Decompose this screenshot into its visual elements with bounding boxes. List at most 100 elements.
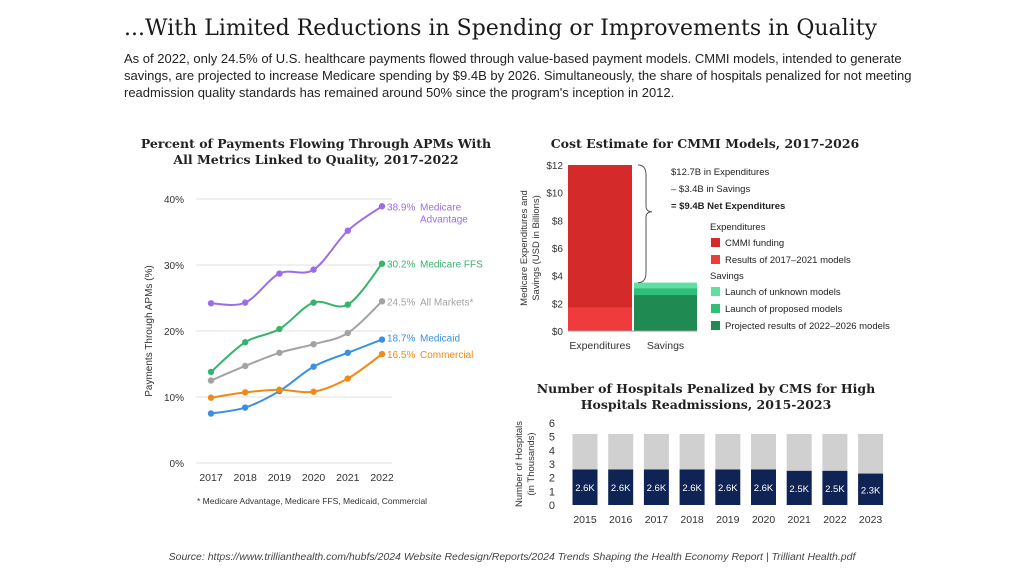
cmmi-y-tick-label: $2 bbox=[552, 299, 564, 310]
apm-x-tick-label: 2018 bbox=[234, 472, 258, 484]
cmmi-y-tick-label: $4 bbox=[552, 272, 564, 283]
readmissions-chart-title: Number of Hospitals Penalized by CMS for… bbox=[536, 381, 876, 412]
readm-bar-penalized bbox=[608, 469, 634, 505]
readm-x-tick-label: 2023 bbox=[859, 514, 883, 526]
apm-data-point bbox=[378, 336, 386, 343]
readm-bar-value-label: 2.6K bbox=[575, 483, 595, 494]
cmmi-bar-segment bbox=[568, 307, 632, 331]
readm-bar-remaining bbox=[608, 433, 634, 470]
apm-x-tick-label: 2020 bbox=[302, 472, 326, 484]
readm-y-tick-label: 3 bbox=[549, 459, 555, 471]
cmmi-y-tick-label: $0 bbox=[552, 327, 564, 338]
cmmi-annotation: – $3.4B in Savings bbox=[671, 184, 750, 195]
page-subtitle: As of 2022, only 24.5% of U.S. healthcar… bbox=[124, 51, 912, 100]
readm-x-tick-label: 2021 bbox=[788, 514, 812, 526]
apm-chart-title: Percent of Payments Flowing Through APMs… bbox=[140, 136, 492, 167]
apm-data-point bbox=[207, 300, 215, 307]
readm-x-tick-label: 2020 bbox=[752, 514, 776, 526]
readm-y-axis-label: (in Thousands) bbox=[526, 432, 537, 495]
apm-data-point bbox=[242, 339, 249, 346]
cmmi-y-tick-label: $6 bbox=[552, 244, 564, 255]
readm-bar-remaining bbox=[751, 433, 776, 470]
apm-data-point bbox=[310, 341, 317, 348]
readm-x-tick-label: 2022 bbox=[823, 514, 847, 526]
apm-data-point bbox=[207, 410, 215, 417]
page-title: ...With Limited Reductions in Spending o… bbox=[124, 16, 877, 41]
cmmi-y-tick-label: $8 bbox=[552, 216, 564, 227]
cmmi-brace bbox=[637, 164, 653, 284]
cmmi-y-axis-label: Savings (USD in Billions) bbox=[531, 195, 542, 301]
apm-data-point bbox=[344, 329, 351, 337]
source-note: Source: https://www.trillianthealth.com/… bbox=[168, 551, 856, 563]
readm-y-tick-label: 4 bbox=[549, 445, 555, 457]
readm-bar-penalized bbox=[643, 469, 669, 505]
cmmi-legend-label: Projected results of 2022–2026 models bbox=[725, 321, 890, 332]
cmmi-legend-label: Launch of unknown models bbox=[725, 287, 841, 298]
cmmi-annotation: = $9.4B Net Expenditures bbox=[671, 201, 785, 212]
apm-footnote: * Medicare Advantage, Medicare FFS, Medi… bbox=[197, 496, 427, 506]
apm-data-point bbox=[276, 270, 283, 277]
apm-end-value-label: 24.5% bbox=[387, 297, 415, 308]
readm-y-tick-label: 2 bbox=[549, 473, 555, 485]
cmmi-x-tick-label: Savings bbox=[647, 340, 684, 352]
cmmi-legend-heading: Expenditures bbox=[710, 222, 766, 233]
apm-data-point bbox=[310, 299, 317, 306]
readm-bar-remaining bbox=[822, 433, 848, 471]
apm-x-tick-label: 2021 bbox=[336, 472, 360, 484]
cmmi-y-tick-label: $10 bbox=[546, 189, 563, 200]
apm-data-point bbox=[242, 389, 249, 396]
apm-series-line bbox=[210, 263, 383, 373]
readm-bar-remaining bbox=[643, 433, 669, 470]
readm-bar-value-label: 2.6K bbox=[682, 483, 702, 494]
apm-y-tick-label: 40% bbox=[164, 195, 184, 206]
apm-data-point bbox=[207, 394, 215, 401]
apm-data-point bbox=[310, 363, 317, 370]
readm-y-tick-label: 0 bbox=[549, 500, 555, 512]
apm-data-point bbox=[242, 404, 249, 411]
apm-data-point bbox=[378, 350, 386, 358]
readm-bar-value-label: 2.5K bbox=[825, 484, 845, 495]
readm-bar-value-label: 2.6K bbox=[754, 483, 774, 494]
readm-x-tick-label: 2016 bbox=[609, 514, 633, 526]
cmmi-legend-heading: Savings bbox=[710, 271, 744, 282]
cmmi-bar-segment bbox=[634, 288, 697, 296]
cmmi-y-tick-label: $12 bbox=[546, 161, 563, 172]
apm-y-tick-label: 0% bbox=[170, 459, 185, 470]
readm-bar-remaining bbox=[679, 433, 705, 470]
apm-end-value-label: 16.5% bbox=[387, 350, 415, 361]
readm-bar-remaining bbox=[858, 433, 884, 474]
apm-series-name-label: All Markets* bbox=[420, 297, 473, 308]
apm-series-name-label: Medicare bbox=[420, 202, 462, 213]
readm-x-tick-label: 2017 bbox=[645, 514, 669, 526]
apm-end-value-label: 18.7% bbox=[387, 334, 415, 345]
readm-y-axis-label: Number of Hospitals bbox=[514, 421, 525, 507]
apm-data-point bbox=[344, 227, 351, 234]
apm-series-line bbox=[210, 300, 383, 382]
cmmi-legend-swatch bbox=[711, 304, 720, 313]
cmmi-y-axis-label: Medicare Expenditures and bbox=[519, 190, 530, 306]
readm-bar-penalized bbox=[572, 469, 598, 505]
readm-y-tick-label: 6 bbox=[549, 418, 555, 430]
cmmi-x-tick-label: Expenditures bbox=[569, 340, 630, 352]
cmmi-bar-segment bbox=[634, 295, 697, 331]
apm-data-point bbox=[276, 325, 283, 333]
apm-series-name-label: Advantage bbox=[420, 214, 468, 225]
readm-bar-penalized bbox=[679, 469, 705, 505]
cmmi-legend-label: Launch of proposed models bbox=[725, 304, 842, 315]
apm-series-name-label: Medicaid bbox=[420, 334, 460, 345]
readm-bar-value-label: 2.6K bbox=[611, 483, 631, 494]
apm-data-point bbox=[378, 260, 386, 267]
readm-bar-value-label: 2.6K bbox=[718, 483, 738, 494]
apm-data-point bbox=[344, 301, 351, 308]
apm-y-tick-label: 20% bbox=[164, 327, 184, 338]
apm-data-point bbox=[276, 349, 283, 356]
readm-bar-value-label: 2.3K bbox=[861, 485, 881, 496]
cmmi-legend-swatch bbox=[711, 255, 720, 264]
apm-y-tick-label: 10% bbox=[164, 393, 184, 404]
cmmi-legend-label: Results of 2017–2021 models bbox=[725, 255, 851, 266]
readm-bar-remaining bbox=[786, 433, 812, 471]
readm-bar-remaining bbox=[572, 433, 598, 470]
